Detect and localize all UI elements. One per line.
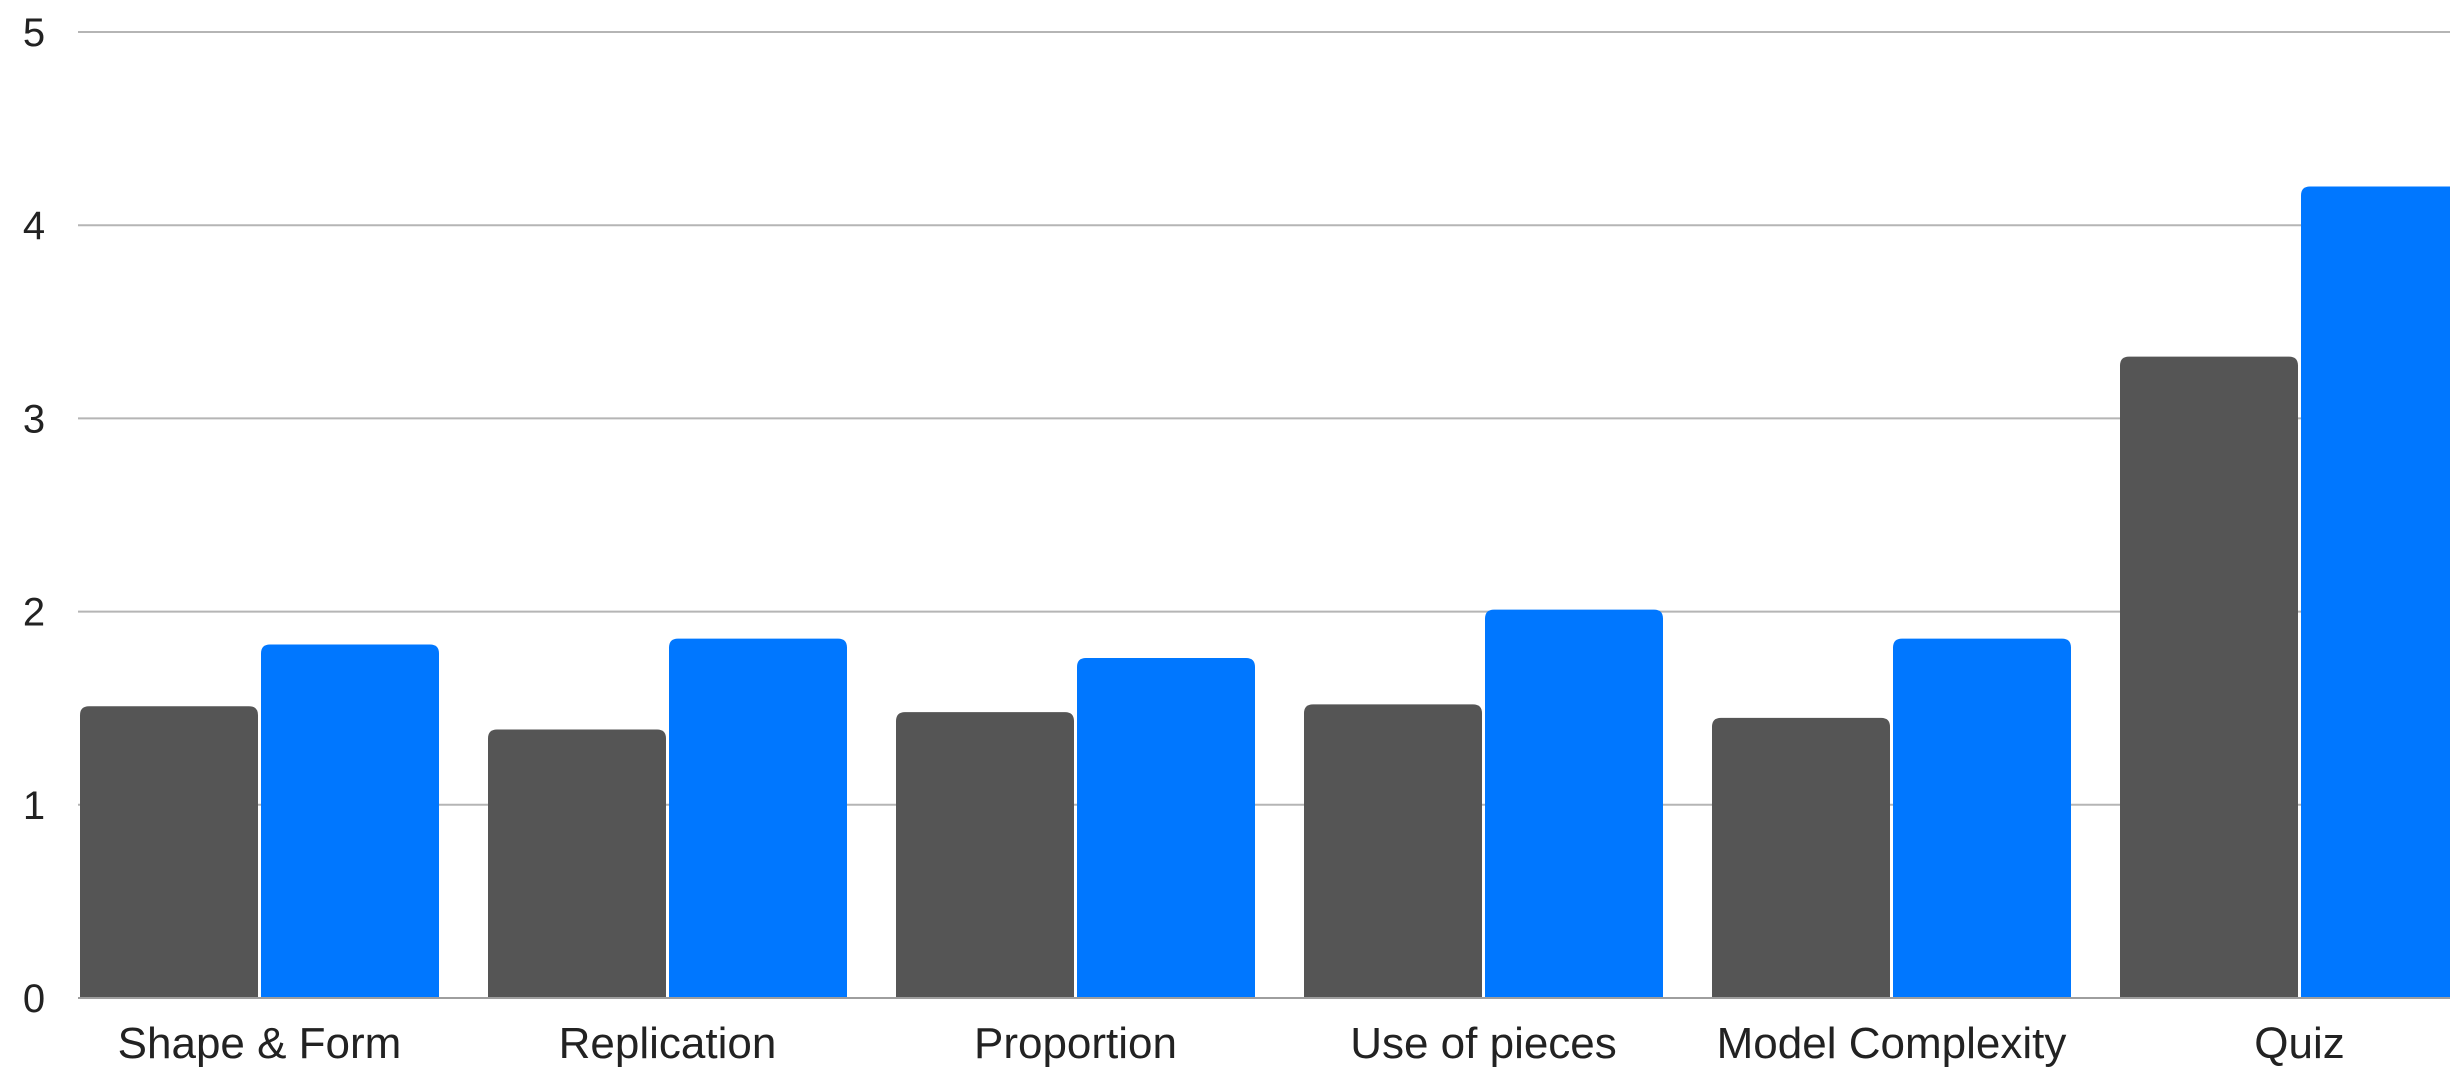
x-tick-label: Proportion	[974, 1019, 1177, 1068]
bar-series-2-0	[261, 644, 439, 998]
x-axis-ticks: Shape & Form Replication Proportion Use of …	[118, 1019, 2345, 1068]
bar-series-2-5	[2301, 186, 2450, 998]
bar-series-1-4	[1712, 717, 1890, 998]
x-tick-label: Model Complexity	[1717, 1019, 2067, 1068]
y-tick-label: 0	[23, 977, 45, 1021]
y-tick-label: 4	[23, 204, 45, 248]
bar-series-1-1	[488, 729, 666, 998]
bar-series-1-5	[2120, 356, 2298, 998]
bar-series-1-3	[1304, 704, 1482, 998]
y-tick-label: 5	[23, 11, 45, 55]
x-tick-label: Quiz	[2254, 1019, 2344, 1068]
bar-series-1-0	[80, 706, 258, 998]
bar-series-2-1	[669, 638, 847, 998]
bars	[78, 186, 2450, 999]
x-tick-label: Use of pieces	[1350, 1019, 1617, 1068]
x-tick-label: Replication	[559, 1019, 777, 1068]
y-tick-label: 2	[23, 591, 45, 635]
x-tick-label: Shape & Form	[118, 1019, 402, 1068]
y-axis-ticks: 0 1 2 3 4 5	[23, 11, 45, 1021]
bar-series-2-3	[1485, 609, 1663, 998]
y-tick-label: 3	[23, 397, 45, 441]
bar-series-2-2	[1077, 657, 1255, 998]
bar-series-1-2	[896, 712, 1074, 998]
y-tick-label: 1	[23, 784, 45, 828]
bar-series-2-4	[1893, 638, 2071, 998]
